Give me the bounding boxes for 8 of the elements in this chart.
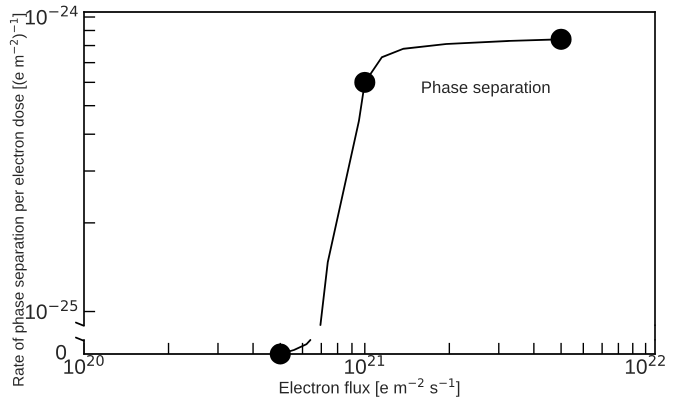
x-tick-label: 10$^{22}$: [626, 355, 665, 374]
y-axis-title: Rate of phase separation per electron dose [(e m$^{−2}$)$^{−1}$]: [10, 14, 27, 386]
x-tick-label: 10$^{21}$: [345, 355, 384, 374]
annotation: Phase separation: [422, 80, 550, 96]
y-tick-label: 10$^{−25}$: [26, 300, 78, 320]
x-axis-title: Electron flux [e m$^{−2}$ s$^{−1}$]: [280, 378, 460, 397]
y-tick-label: 10$^{−24}$: [26, 6, 78, 25]
text: 0: [56, 344, 66, 360]
